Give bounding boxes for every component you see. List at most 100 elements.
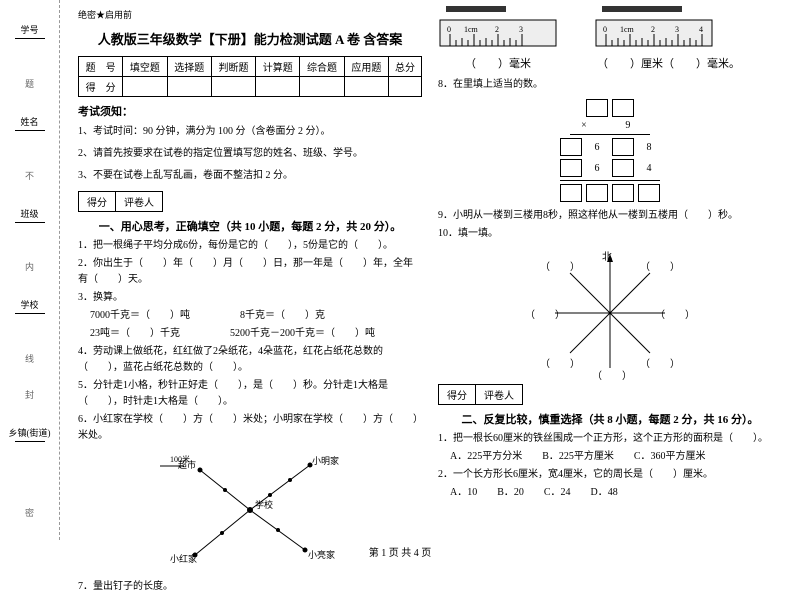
part-title: 一、用心思考，正确填空（共 10 小题，每题 2 分，共 20 分）。 [78,218,422,234]
binding-margin: 学号 题 姓名 不 班级 内 学校 线 封 乡镇(街道) 密 [0,0,60,540]
table-cell[interactable] [300,77,344,97]
compass-blank: （ ） [592,367,632,382]
question: 9．小明从一楼到三楼用8秒，照这样他从一楼到五楼用（ ）秒。 [438,208,782,224]
fill-box[interactable] [560,138,582,156]
digit: 8 [638,142,660,153]
pencil-icon [602,6,682,12]
table-cell[interactable] [211,77,255,97]
binding-line [15,38,45,39]
map-label: 超市 [178,459,196,470]
left-column: 绝密★启用前 人教版三年级数学【下册】能力检测试题 A 卷 含答案 题 号 填空… [70,8,430,532]
question: 4．劳动课上做纸花，红红做了2朵纸花，4朵蓝花，红花占纸花总数的（ ），蓝花占纸… [78,344,422,376]
fill-box[interactable] [586,184,608,202]
ruler-1: 0 1cm 2 3 [438,14,558,51]
binding-field: 学校 [15,298,45,327]
notice-item: 3、不要在试卷上乱写乱画，卷面不整洁扣 2 分。 [78,167,422,185]
question: 1．把一根长60厘米的铁丝围成一个正方形，这个正方形的面积是（ ）。 [438,431,782,447]
question: 3．换算。 [78,290,422,306]
digit: 4 [638,163,660,174]
compass-blank: （ ） [540,258,580,273]
notice-title: 考试须知： [78,103,422,119]
fold-char: 题 [23,79,36,88]
map-label: 小红家 [170,553,197,564]
binding-label: 班级 [21,207,39,220]
pencil-icon [446,6,506,12]
fill-box[interactable] [638,184,660,202]
fold-char: 内 [23,262,36,271]
binding-field: 学号 [15,23,45,52]
question: 2．一个长方形长6厘米，宽4厘米，它的周长是（ ）厘米。 [438,467,782,483]
binding-field: 乡镇(街道) [9,426,51,481]
binding-field: 班级 [15,207,45,236]
binding-label: 学校 [21,298,39,311]
table-header: 计算题 [256,57,300,77]
table-cell[interactable] [123,77,167,97]
score-box: 得分 评卷人 [438,384,782,405]
question: 6．小红家在学校（ ）方（ ）米处；小明家在学校（ ）方（ ）米处。 [78,412,422,444]
score-table: 题 号 填空题 选择题 判断题 计算题 综合题 应用题 总分 得 分 [78,56,422,97]
fill-box[interactable] [612,138,634,156]
table-cell[interactable] [256,77,300,97]
compass-blank: （ ） [540,355,580,370]
fill-box[interactable] [586,99,608,117]
compass-blank: （ ） [655,306,695,321]
multiply-sign: × [581,120,587,131]
table-header: 综合题 [300,57,344,77]
svg-text:3: 3 [675,25,679,34]
grader-label: 评卷人 [475,384,523,405]
table-cell[interactable] [167,77,211,97]
answer-blank: （ ）厘米（ ）毫米。 [594,55,744,71]
binding-label: 姓名 [21,115,39,128]
content-area: 绝密★启用前 人教版三年级数学【下册】能力检测试题 A 卷 含答案 题 号 填空… [60,0,800,540]
notice-item: 1、考试时间：90 分钟，满分为 100 分（含卷面分 2 分）。 [78,123,422,141]
binding-field: 姓名 [15,115,45,144]
fold-char: 封 [23,390,36,399]
fill-box[interactable] [612,99,634,117]
fold-char: 密 [23,508,36,517]
compass-diagram: 北 （ ） （ ） （ ） （ ） （ ） （ ） （ ） [530,248,690,378]
digit: 6 [586,142,608,153]
table-cell[interactable] [388,77,421,97]
question: 1．把一根绳子平均分成6份，每份是它的（ ），5份是它的（ ）。 [78,238,422,254]
table-header: 题 号 [79,57,123,77]
binding-line [15,130,45,131]
fill-box[interactable] [612,184,634,202]
map-label: 小明家 [312,455,339,466]
table-row: 得 分 [79,77,422,97]
question: 2．你出生于（ ）年（ ）月（ ）日，那一年是（ ）年，全年有（ ）天。 [78,256,422,288]
digit: 9 [617,120,639,131]
question: 8．在里填上适当的数。 [438,77,782,93]
svg-text:2: 2 [651,25,655,34]
exam-title: 人教版三年级数学【下册】能力检测试题 A 卷 含答案 [78,29,422,48]
svg-text:4: 4 [699,25,703,34]
score-box: 得分 评卷人 [78,191,422,212]
svg-text:0: 0 [447,25,451,34]
map-label: 学校 [255,499,273,510]
binding-line [15,441,45,442]
answer-blank: （ ）毫米 [438,55,558,71]
fill-box[interactable] [560,159,582,177]
binding-line [15,222,45,223]
table-cell: 得 分 [79,77,123,97]
question-sub: 7000千克＝（ ）吨 8千克＝（ ）克 [78,308,422,324]
svg-text:0: 0 [603,25,607,34]
question-options: A．225平方分米 B．225平方厘米 C．360平方厘米 [438,449,782,465]
table-cell[interactable] [344,77,388,97]
fold-char: 线 [23,354,36,363]
fill-box[interactable] [612,159,634,177]
compass-blank: （ ） [640,355,680,370]
question: 10．填一填。 [438,226,782,242]
ruler-diagram: 0 1cm 2 3 0 1cm 2 3 4 [438,14,782,71]
secret-label: 绝密★启用前 [78,8,422,21]
svg-text:3: 3 [519,25,523,34]
fold-char: 不 [23,171,36,180]
map-svg: 100米 小明家 学校 小红家 小亮家 超市 [140,450,360,570]
svg-text:2: 2 [495,25,499,34]
table-header: 填空题 [123,57,167,77]
right-column: 0 1cm 2 3 0 1cm 2 3 4 [430,8,790,532]
compass-blank: （ ） [640,258,680,273]
fill-box[interactable] [560,184,582,202]
question: 5．分针走1小格，秒针正好走（ ），是（ ）秒。分针走1大格是（ ），时针走1大… [78,378,422,410]
map-label: 小亮家 [308,549,335,560]
compass-north: 北 [602,248,612,263]
